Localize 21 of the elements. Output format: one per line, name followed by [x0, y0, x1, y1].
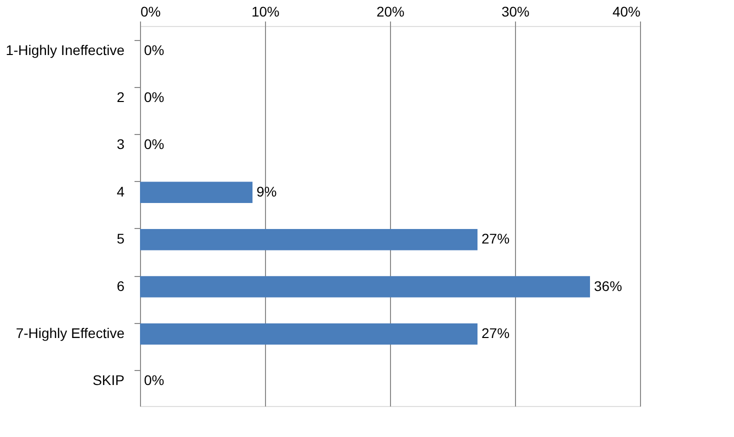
data-label: 9% [256, 183, 277, 200]
x-tick-label: 10% [251, 4, 280, 20]
data-label: 0% [144, 42, 164, 58]
y-tick-label: SKIP [92, 372, 124, 388]
x-tick-label: 0% [140, 4, 161, 20]
y-tick-label: 4 [116, 183, 125, 200]
data-label: 0% [144, 88, 164, 105]
data-label: 0% [144, 372, 164, 388]
y-tick-label: 1-Highly Ineffective [6, 42, 125, 58]
y-tick-label: 3 [116, 136, 125, 152]
y-tick-label: 5 [116, 230, 125, 247]
x-tick-label: 20% [376, 4, 405, 20]
data-label: 27% [482, 230, 510, 247]
x-tick-label: 40% [612, 4, 640, 20]
data-label: 0% [144, 136, 164, 152]
data-label: 36% [594, 278, 622, 294]
y-tick-label: 2 [116, 88, 125, 105]
y-tick-label: 6 [116, 278, 125, 294]
x-tick-label: 30% [501, 4, 530, 20]
data-label: 27% [482, 325, 510, 342]
y-tick-label: 7-Highly Effective [16, 325, 125, 342]
